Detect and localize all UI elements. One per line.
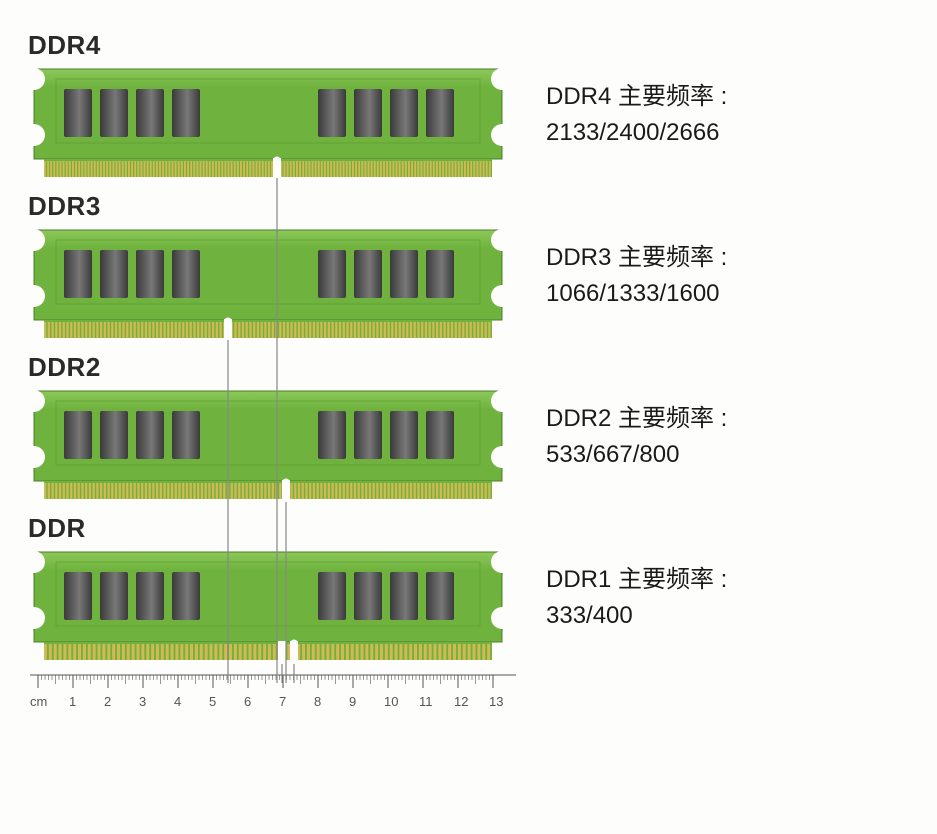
memory-chip bbox=[172, 411, 200, 459]
memory-chip bbox=[100, 411, 128, 459]
memory-chip bbox=[172, 250, 200, 298]
freq-title: DDR1 主要频率 : bbox=[546, 559, 727, 594]
ruler-unit: cm bbox=[30, 694, 47, 709]
ruler-tick-label: 7 bbox=[279, 694, 286, 709]
memory-chip bbox=[64, 89, 92, 137]
module-label: DDR4 bbox=[28, 30, 518, 61]
memory-chip bbox=[172, 572, 200, 620]
ruler-tick-label: 13 bbox=[489, 694, 503, 709]
memory-chip bbox=[100, 250, 128, 298]
module-label: DDR bbox=[28, 513, 518, 544]
ruler-tick-label: 5 bbox=[209, 694, 216, 709]
freq-title: DDR4 主要频率 : bbox=[546, 76, 727, 111]
memory-chip bbox=[100, 572, 128, 620]
ruler-tick-label: 9 bbox=[349, 694, 356, 709]
ruler-tick-label: 4 bbox=[174, 694, 181, 709]
memory-chip bbox=[136, 89, 164, 137]
freq-values: 1066/1333/1600 bbox=[546, 280, 727, 308]
module-label: DDR3 bbox=[28, 191, 518, 222]
memory-chip bbox=[354, 250, 382, 298]
memory-chip bbox=[354, 572, 382, 620]
freq-values: 533/667/800 bbox=[546, 441, 727, 469]
freq-values: 333/400 bbox=[546, 602, 727, 630]
ruler-tick-label: 2 bbox=[104, 694, 111, 709]
memory-chip bbox=[318, 572, 346, 620]
memory-chip bbox=[426, 250, 454, 298]
ruler-tick-label: 10 bbox=[384, 694, 398, 709]
memory-chip bbox=[390, 250, 418, 298]
ruler-tick-label: 11 bbox=[419, 694, 433, 709]
ruler-tick-label: 12 bbox=[454, 694, 468, 709]
memory-chip bbox=[426, 89, 454, 137]
memory-chip bbox=[318, 411, 346, 459]
ruler: cm12345678910111213 bbox=[30, 674, 917, 721]
memory-chip bbox=[426, 411, 454, 459]
memory-row: DDR2 DDR2 主要频率 : 533/667/800 bbox=[28, 352, 917, 509]
diagram-container: DDR4DDR4 主要频率 :2133/2400/2666DDR3DDR3 主要… bbox=[0, 0, 937, 741]
memory-row: DDR4 DDR4 主要频率 : 2133/2400/2666 bbox=[28, 30, 917, 187]
memory-chip bbox=[390, 411, 418, 459]
memory-chip bbox=[64, 250, 92, 298]
memory-chip bbox=[426, 572, 454, 620]
memory-row: DDR3 DDR3 主要频率 : 1066/1333/1600 bbox=[28, 191, 917, 348]
module-label: DDR2 bbox=[28, 352, 518, 383]
ram-module bbox=[28, 224, 508, 348]
memory-chip bbox=[318, 89, 346, 137]
ruler-tick-label: 6 bbox=[244, 694, 251, 709]
memory-chip bbox=[390, 572, 418, 620]
memory-chip bbox=[100, 89, 128, 137]
memory-chip bbox=[64, 411, 92, 459]
memory-chip bbox=[318, 250, 346, 298]
freq-title: DDR2 主要频率 : bbox=[546, 398, 727, 433]
memory-row: DDR DDR1 主要频率 : 333/400 bbox=[28, 513, 917, 670]
ram-module bbox=[28, 546, 508, 670]
freq-values: 2133/2400/2666 bbox=[546, 119, 727, 147]
memory-chip bbox=[136, 250, 164, 298]
memory-chip bbox=[172, 89, 200, 137]
ram-module bbox=[28, 63, 508, 187]
memory-chip bbox=[354, 89, 382, 137]
memory-chip bbox=[136, 572, 164, 620]
freq-title: DDR3 主要频率 : bbox=[546, 237, 727, 272]
ruler-tick-label: 3 bbox=[139, 694, 146, 709]
memory-chip bbox=[354, 411, 382, 459]
ram-module bbox=[28, 385, 508, 509]
memory-chip bbox=[136, 411, 164, 459]
memory-chip bbox=[64, 572, 92, 620]
memory-chip bbox=[390, 89, 418, 137]
ruler-tick-label: 8 bbox=[314, 694, 321, 709]
ruler-tick-label: 1 bbox=[69, 694, 76, 709]
